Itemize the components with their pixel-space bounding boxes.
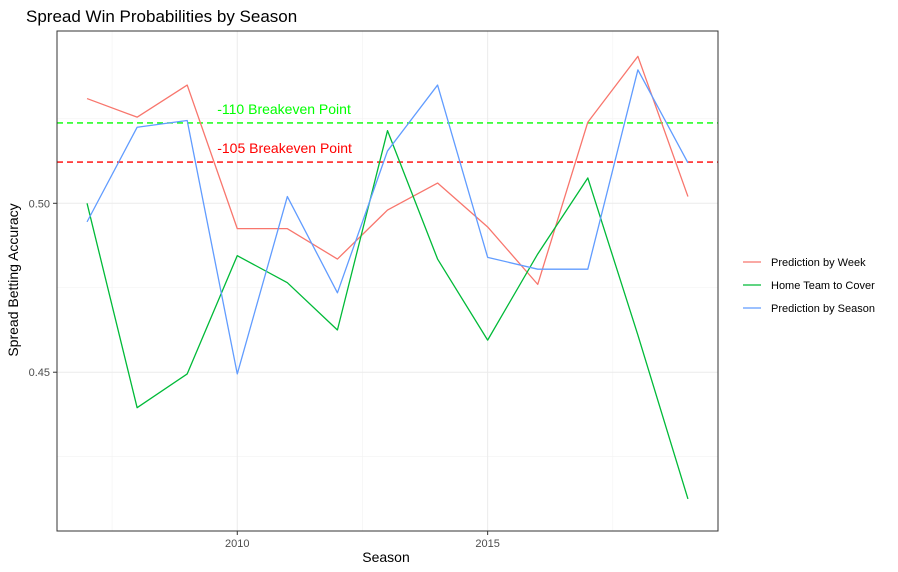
series-line	[86, 130, 689, 500]
legend: Prediction by Week Home Team to Cover Pred…	[743, 257, 875, 315]
panel-border	[56, 30, 719, 532]
x-tick-label: 2015	[475, 538, 499, 550]
plot-area: 2010 2015 0.45 0.50 -110 Breakeven Point -105…	[29, 30, 719, 550]
reference-line-label: -110 Breakeven Point	[217, 101, 351, 117]
chart-title: Spread Win Probabilities by Season	[26, 7, 297, 26]
legend-label: Home Team to Cover	[771, 280, 875, 292]
y-axis-title: Spread Betting Accuracy	[5, 203, 21, 356]
legend-label: Prediction by Week	[771, 257, 866, 269]
series-line	[86, 69, 689, 375]
legend-label: Prediction by Season	[771, 303, 875, 315]
y-tick-label: 0.50	[29, 198, 50, 210]
y-tick-label: 0.45	[29, 367, 50, 379]
reference-line-label: -105 Breakeven Point	[217, 140, 352, 156]
series-line	[86, 55, 689, 286]
x-axis-title: Season	[362, 549, 409, 565]
x-tick-label: 2010	[225, 538, 249, 550]
